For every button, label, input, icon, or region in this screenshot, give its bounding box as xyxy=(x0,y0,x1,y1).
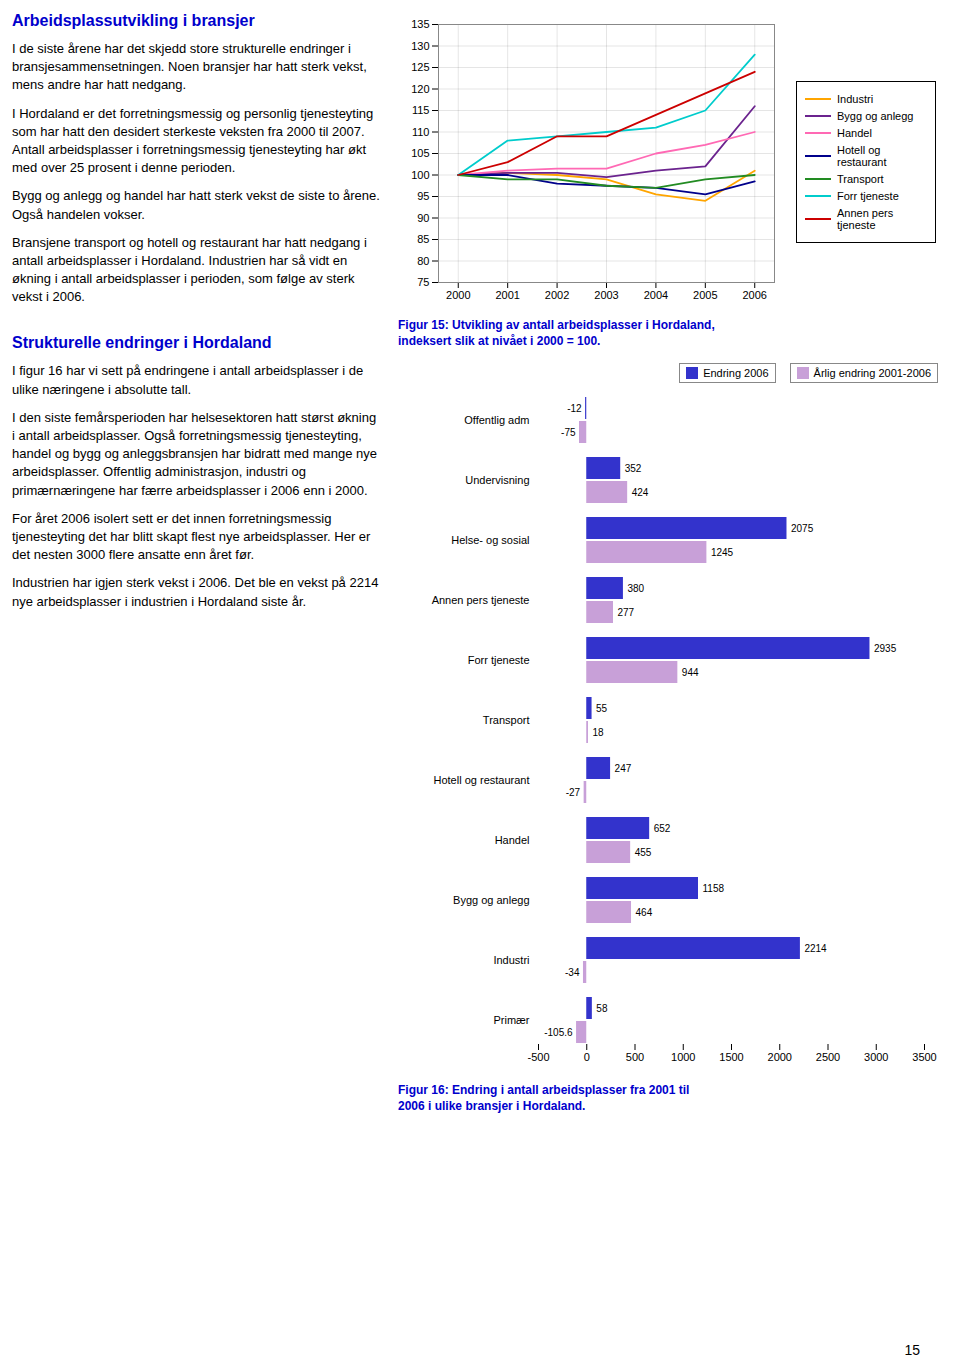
html-text:Arbeidsplassutvikling i bransj: Arbeidsplassutvikling i bransjer xyxy=(12,12,255,29)
html-text:Figur 16: Endring i antall arb: Figur 16: Endring i antall arbeidsplasse… xyxy=(398,1083,690,1113)
svg-text:-12: -12 xyxy=(567,403,582,414)
svg-text:944: 944 xyxy=(682,667,699,678)
html-text:Strukturelle endringer i Horda: Strukturelle endringer i Hordaland xyxy=(12,334,272,352)
svg-text:Industri: Industri xyxy=(493,954,529,966)
svg-text:125: 125 xyxy=(411,61,429,73)
svg-text:135: 135 xyxy=(411,18,429,30)
svg-text:Primær: Primær xyxy=(493,1014,529,1026)
svg-text:2004: 2004 xyxy=(644,289,668,301)
html-text:Figur 15: Utvikling av antall: Figur 15: Utvikling av antall arbeidspla… xyxy=(398,318,715,348)
svg-text:1158: 1158 xyxy=(702,883,724,894)
svg-text:2500: 2500 xyxy=(816,1051,840,1063)
svg-text:3000: 3000 xyxy=(864,1051,888,1063)
svg-text:Transport: Transport xyxy=(483,714,530,726)
svg-text:2000: 2000 xyxy=(446,289,470,301)
html-text:I de siste årene har det skjed: I de siste årene har det skjedd store st… xyxy=(12,41,367,93)
html-text:15: 15 xyxy=(904,1342,920,1358)
svg-text:424: 424 xyxy=(632,487,649,498)
svg-text:18: 18 xyxy=(592,727,604,738)
html-text:Hotell og restaurant: Hotell og restaurant xyxy=(837,144,887,168)
html-text:I den siste femårsperioden har: I den siste femårsperioden har helsesekt… xyxy=(12,409,377,498)
svg-text:1245: 1245 xyxy=(711,547,734,558)
svg-text:120: 120 xyxy=(411,83,429,95)
svg-text:-27: -27 xyxy=(566,787,581,798)
svg-text:115: 115 xyxy=(412,104,430,116)
html-text:Bygg og anlegg: Bygg og anlegg xyxy=(837,110,914,122)
svg-text:Helse- og sosial: Helse- og sosial xyxy=(451,534,529,546)
svg-text:2006: 2006 xyxy=(742,289,766,301)
html-text:For året 2006 isolert sett er: For året 2006 isolert sett er det innen … xyxy=(12,510,371,563)
html-text:Handel: Handel xyxy=(837,127,872,139)
html-text:Annen pers tjeneste: Annen pers tjeneste xyxy=(837,207,894,231)
svg-text:500: 500 xyxy=(626,1051,644,1063)
svg-text:-34: -34 xyxy=(565,967,580,978)
svg-text:Forr tjeneste: Forr tjeneste xyxy=(468,654,530,666)
html-text:Årlig endring 2001-2006: Årlig endring 2001-2006 xyxy=(813,367,931,380)
html-text:Industri: Industri xyxy=(837,93,874,105)
svg-text:55: 55 xyxy=(596,703,608,714)
svg-text:2214: 2214 xyxy=(804,943,827,954)
svg-text:Handel: Handel xyxy=(495,834,530,846)
svg-text:3500: 3500 xyxy=(912,1051,936,1063)
svg-text:2005: 2005 xyxy=(693,289,717,301)
svg-text:2000: 2000 xyxy=(768,1051,792,1063)
html-text:Transport: Transport xyxy=(837,173,884,185)
svg-text:130: 130 xyxy=(411,40,429,52)
svg-text:2935: 2935 xyxy=(874,643,897,654)
svg-text:95: 95 xyxy=(417,190,429,202)
svg-text:2003: 2003 xyxy=(594,289,618,301)
svg-text:-75: -75 xyxy=(561,427,576,438)
svg-text:Annen pers tjeneste: Annen pers tjeneste xyxy=(432,594,530,606)
html-text:Forr tjeneste: Forr tjeneste xyxy=(837,190,899,202)
html-text:Bransjene transport og hotell: Bransjene transport og hotell og restaur… xyxy=(12,234,367,305)
svg-text:652: 652 xyxy=(654,823,671,834)
svg-text:-500: -500 xyxy=(527,1051,549,1063)
svg-text:80: 80 xyxy=(417,255,429,267)
html-text:Bygg og anlegg og handel har h: Bygg og anlegg og handel har hatt sterk … xyxy=(12,188,380,222)
svg-text:0: 0 xyxy=(584,1051,590,1063)
svg-text:455: 455 xyxy=(635,847,652,858)
svg-text:2001: 2001 xyxy=(495,289,519,301)
svg-text:90: 90 xyxy=(417,212,429,224)
svg-text:85: 85 xyxy=(417,233,429,245)
svg-text:277: 277 xyxy=(617,607,634,618)
svg-text:2002: 2002 xyxy=(545,289,569,301)
svg-text:464: 464 xyxy=(636,907,653,918)
svg-text:2075: 2075 xyxy=(791,523,814,534)
svg-text:58: 58 xyxy=(596,1003,608,1014)
html-text:Industrien har igjen sterk vek: Industrien har igjen sterk vekst i 2006.… xyxy=(12,575,379,609)
html-text:I Hordaland er det forretnings: I Hordaland er det forretningsmessig og … xyxy=(12,105,374,176)
svg-text:1500: 1500 xyxy=(719,1051,743,1063)
svg-text:380: 380 xyxy=(627,583,644,594)
html-text:I figur 16 har vi sett på endr: I figur 16 har vi sett på endringene i a… xyxy=(12,363,364,397)
svg-text:352: 352 xyxy=(625,463,642,474)
svg-text:1000: 1000 xyxy=(671,1051,695,1063)
svg-text:100: 100 xyxy=(411,169,429,181)
svg-text:-105.6: -105.6 xyxy=(544,1027,573,1038)
svg-text:Hotell og restaurant: Hotell og restaurant xyxy=(434,774,530,786)
svg-text:Bygg og anlegg: Bygg og anlegg xyxy=(453,894,529,906)
svg-text:110: 110 xyxy=(412,126,430,138)
svg-text:75: 75 xyxy=(417,276,429,288)
svg-text:Undervisning: Undervisning xyxy=(465,474,529,486)
svg-text:Offentlig adm: Offentlig adm xyxy=(464,414,529,426)
html-text:Endring 2006: Endring 2006 xyxy=(703,367,769,380)
svg-text:105: 105 xyxy=(411,147,429,159)
svg-text:247: 247 xyxy=(615,763,632,774)
